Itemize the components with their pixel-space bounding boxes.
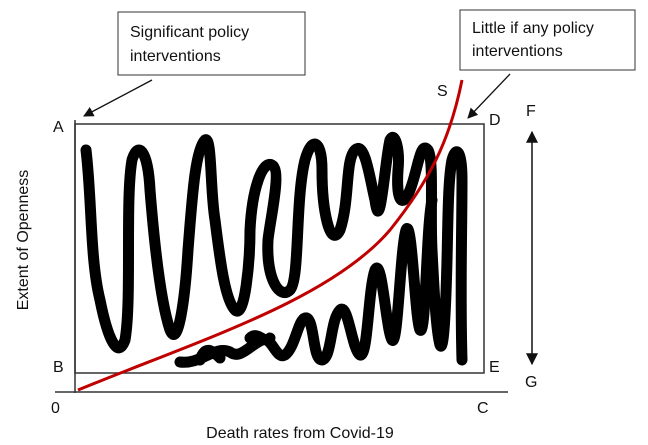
- point-label: D: [489, 112, 501, 129]
- point-label: E: [489, 359, 500, 376]
- callout-arrow: [467, 73, 511, 119]
- point-label: S: [437, 83, 448, 100]
- scribble: [194, 330, 276, 366]
- x-axis-label: Death rates from Covid-19: [206, 425, 394, 442]
- callout-text: Significant policy: [130, 24, 249, 41]
- point-label: G: [525, 374, 537, 391]
- callout-text: interventions: [472, 43, 563, 60]
- point-label: B: [53, 359, 64, 376]
- callout-box: [117, 11, 306, 76]
- point-label: A: [53, 119, 64, 136]
- point-label: C: [477, 400, 489, 417]
- curve-s: [77, 79, 464, 392]
- callout-box: [459, 9, 636, 71]
- point-label: 0: [51, 400, 60, 417]
- point-label: F: [526, 103, 536, 120]
- y-axis-label: Extent of Openness: [15, 170, 32, 311]
- callout-text: interventions: [130, 48, 221, 65]
- callout-arrow: [83, 79, 153, 117]
- callout-text: Little if any policy: [472, 20, 594, 37]
- scribble: [80, 132, 468, 366]
